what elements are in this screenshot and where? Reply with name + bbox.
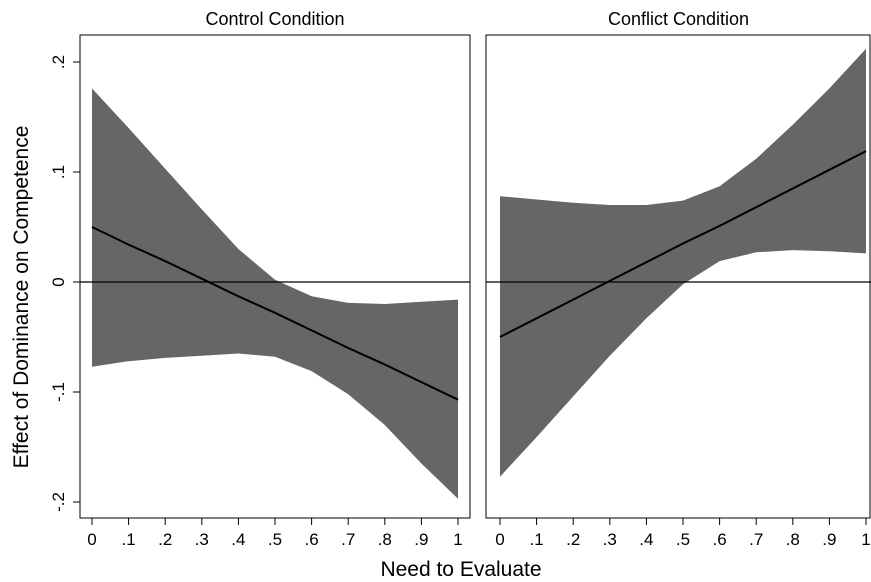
panel-2: Conflict Condition 0 .1 .2 .3 .4 .5 .6 .7 .8 .9 1 xyxy=(485,9,871,549)
x-axis-title: Need to Evaluate xyxy=(380,558,541,581)
x-tick-label: .6 xyxy=(305,530,319,549)
x-tick-label: .8 xyxy=(378,530,392,549)
x-tick-label: .6 xyxy=(713,530,727,549)
panels: Control Condition 0 .1 .2 .3 .4 .5 .6 .7 .8 .9 1 -.2… xyxy=(49,9,871,549)
confidence-band xyxy=(92,88,458,499)
panel-1: Control Condition 0 .1 .2 .3 .4 .5 .6 .7 .8 .9 1 -.2… xyxy=(49,9,471,549)
x-tick-label: .2 xyxy=(158,530,172,549)
y-axis-title: Effect of Dominance on Competence xyxy=(10,126,33,469)
x-tick-label: .1 xyxy=(122,530,136,549)
x-tick-label: .7 xyxy=(341,530,355,549)
x-tick-label: .3 xyxy=(603,530,617,549)
panel-title: Conflict Condition xyxy=(608,9,749,29)
x-tick-label: .2 xyxy=(566,530,580,549)
panel-title: Control Condition xyxy=(205,9,344,29)
x-tick-label: 0 xyxy=(87,530,96,549)
x-tick-label: 1 xyxy=(453,530,462,549)
x-tick-label: .9 xyxy=(822,530,836,549)
x-tick-label: .5 xyxy=(268,530,282,549)
y-tick-label: -.2 xyxy=(49,492,68,512)
y-tick-label: 0 xyxy=(49,277,68,286)
x-tick-label: .3 xyxy=(195,530,209,549)
confidence-band xyxy=(500,48,866,477)
x-tick-label: .7 xyxy=(749,530,763,549)
y-tick-label: .1 xyxy=(49,165,68,179)
y-tick-label: -.1 xyxy=(49,382,68,402)
x-tick-label: .5 xyxy=(676,530,690,549)
y-tick-label: .2 xyxy=(49,55,68,69)
x-tick-label: .4 xyxy=(231,530,245,549)
x-tick-label: .1 xyxy=(530,530,544,549)
plot-frame xyxy=(485,34,871,519)
x-tick-label: 0 xyxy=(495,530,504,549)
effect-line xyxy=(91,226,459,401)
effect-line xyxy=(499,150,867,338)
x-tick-label: .8 xyxy=(786,530,800,549)
x-tick-label: .4 xyxy=(639,530,653,549)
x-tick-label: 1 xyxy=(861,530,870,549)
x-tick-label: .9 xyxy=(414,530,428,549)
